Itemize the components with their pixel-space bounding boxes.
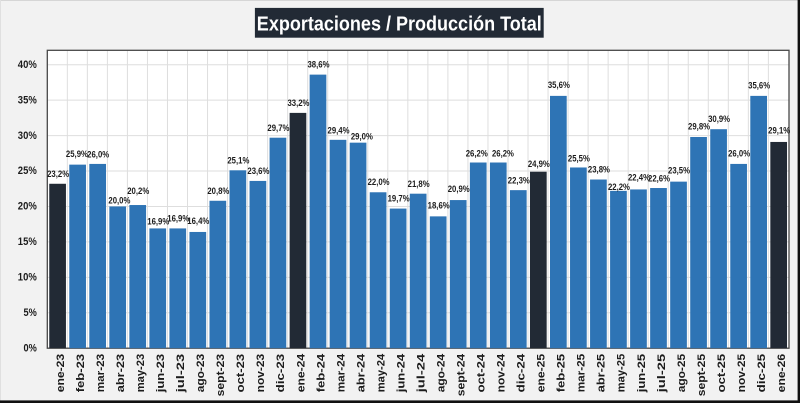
svg-text:mar-23: mar-23 (95, 354, 107, 393)
svg-text:23,8%: 23,8% (588, 165, 610, 176)
svg-text:may-24: may-24 (375, 353, 387, 392)
svg-text:30%: 30% (18, 130, 37, 142)
svg-text:oct-25: oct-25 (716, 354, 728, 393)
svg-text:22,0%: 22,0% (368, 177, 390, 188)
svg-text:ene-24: ene-24 (295, 353, 307, 392)
svg-text:10%: 10% (18, 272, 37, 284)
svg-text:22,4%: 22,4% (628, 172, 650, 183)
svg-text:ene-26: ene-26 (776, 354, 788, 393)
svg-text:23,2%: 23,2% (47, 169, 69, 180)
svg-text:0%: 0% (24, 342, 38, 354)
svg-text:ene-23: ene-23 (55, 354, 67, 393)
svg-text:26,0%: 26,0% (87, 149, 109, 160)
svg-text:18,6%: 18,6% (428, 200, 450, 211)
svg-text:20,0%: 20,0% (108, 196, 130, 207)
svg-text:25,1%: 25,1% (227, 155, 249, 166)
svg-text:19,7%: 19,7% (388, 194, 410, 205)
svg-text:20,9%: 20,9% (448, 184, 470, 195)
svg-text:Exportaciones / Producción Tot: Exportaciones / Producción Total (257, 14, 542, 36)
svg-text:sept-24: sept-24 (456, 353, 468, 396)
svg-text:abr-25: abr-25 (596, 354, 608, 393)
svg-text:40%: 40% (18, 59, 37, 71)
svg-text:5%: 5% (24, 307, 38, 319)
svg-text:25,5%: 25,5% (568, 153, 590, 164)
svg-text:feb-25: feb-25 (556, 354, 568, 393)
svg-text:20,8%: 20,8% (207, 186, 229, 197)
svg-text:sept-25: sept-25 (696, 354, 708, 397)
svg-text:feb-24: feb-24 (315, 353, 327, 393)
svg-text:ago-23: ago-23 (195, 354, 207, 393)
svg-text:ago-25: ago-25 (676, 354, 688, 393)
svg-text:oct-24: oct-24 (476, 353, 488, 393)
svg-text:22,3%: 22,3% (508, 176, 530, 187)
svg-text:22,6%: 22,6% (648, 174, 670, 185)
svg-text:ago-24: ago-24 (435, 353, 447, 392)
svg-text:22,2%: 22,2% (608, 182, 630, 193)
svg-text:jul-23: jul-23 (175, 354, 187, 394)
svg-text:20,2%: 20,2% (127, 186, 149, 197)
svg-text:26,0%: 26,0% (728, 148, 750, 159)
svg-text:nov-24: nov-24 (496, 353, 508, 392)
svg-text:mar-25: mar-25 (576, 354, 588, 393)
svg-text:29,7%: 29,7% (267, 123, 289, 134)
svg-text:29,0%: 29,0% (351, 132, 373, 143)
svg-text:dic-24: dic-24 (516, 353, 528, 393)
svg-text:may-25: may-25 (616, 354, 628, 393)
svg-text:sept-23: sept-23 (215, 354, 227, 397)
svg-text:jun-24: jun-24 (395, 353, 407, 394)
svg-text:nov-25: nov-25 (736, 354, 748, 393)
svg-text:29,4%: 29,4% (328, 125, 350, 136)
svg-text:dic-25: dic-25 (756, 354, 768, 393)
svg-text:dic-23: dic-23 (275, 354, 287, 393)
svg-text:29,8%: 29,8% (688, 121, 710, 132)
svg-text:abr-24: abr-24 (355, 353, 367, 393)
svg-text:21,8%: 21,8% (408, 179, 430, 190)
svg-text:33,2%: 33,2% (287, 98, 309, 109)
svg-text:26,2%: 26,2% (492, 148, 514, 159)
svg-text:23,5%: 23,5% (668, 166, 690, 177)
svg-text:nov-23: nov-23 (255, 354, 267, 393)
svg-text:may-23: may-23 (135, 354, 147, 393)
svg-text:16,9%: 16,9% (147, 216, 169, 227)
svg-text:25%: 25% (18, 165, 37, 177)
svg-text:35,6%: 35,6% (548, 80, 570, 91)
svg-text:ene-25: ene-25 (536, 354, 548, 393)
svg-text:15%: 15% (18, 236, 37, 248)
svg-text:38,6%: 38,6% (307, 60, 329, 71)
svg-text:35,6%: 35,6% (748, 80, 770, 91)
svg-text:feb-23: feb-23 (75, 354, 87, 393)
svg-text:30,9%: 30,9% (708, 114, 730, 125)
svg-text:jun-25: jun-25 (636, 354, 648, 394)
svg-text:16,9%: 16,9% (167, 214, 189, 225)
svg-text:jul-24: jul-24 (415, 353, 427, 394)
svg-text:35%: 35% (18, 94, 37, 106)
svg-text:26,2%: 26,2% (466, 148, 488, 159)
svg-text:23,6%: 23,6% (247, 166, 269, 177)
svg-text:29,1%: 29,1% (768, 125, 790, 136)
svg-text:16,4%: 16,4% (187, 216, 209, 227)
svg-text:oct-23: oct-23 (235, 354, 247, 393)
svg-text:24,9%: 24,9% (528, 159, 550, 170)
svg-text:20%: 20% (18, 201, 37, 213)
svg-text:jun-23: jun-23 (155, 354, 167, 394)
svg-text:25,9%: 25,9% (66, 149, 88, 160)
svg-text:abr-23: abr-23 (115, 354, 127, 393)
svg-text:jul-25: jul-25 (656, 354, 668, 394)
svg-text:mar-24: mar-24 (335, 353, 347, 392)
